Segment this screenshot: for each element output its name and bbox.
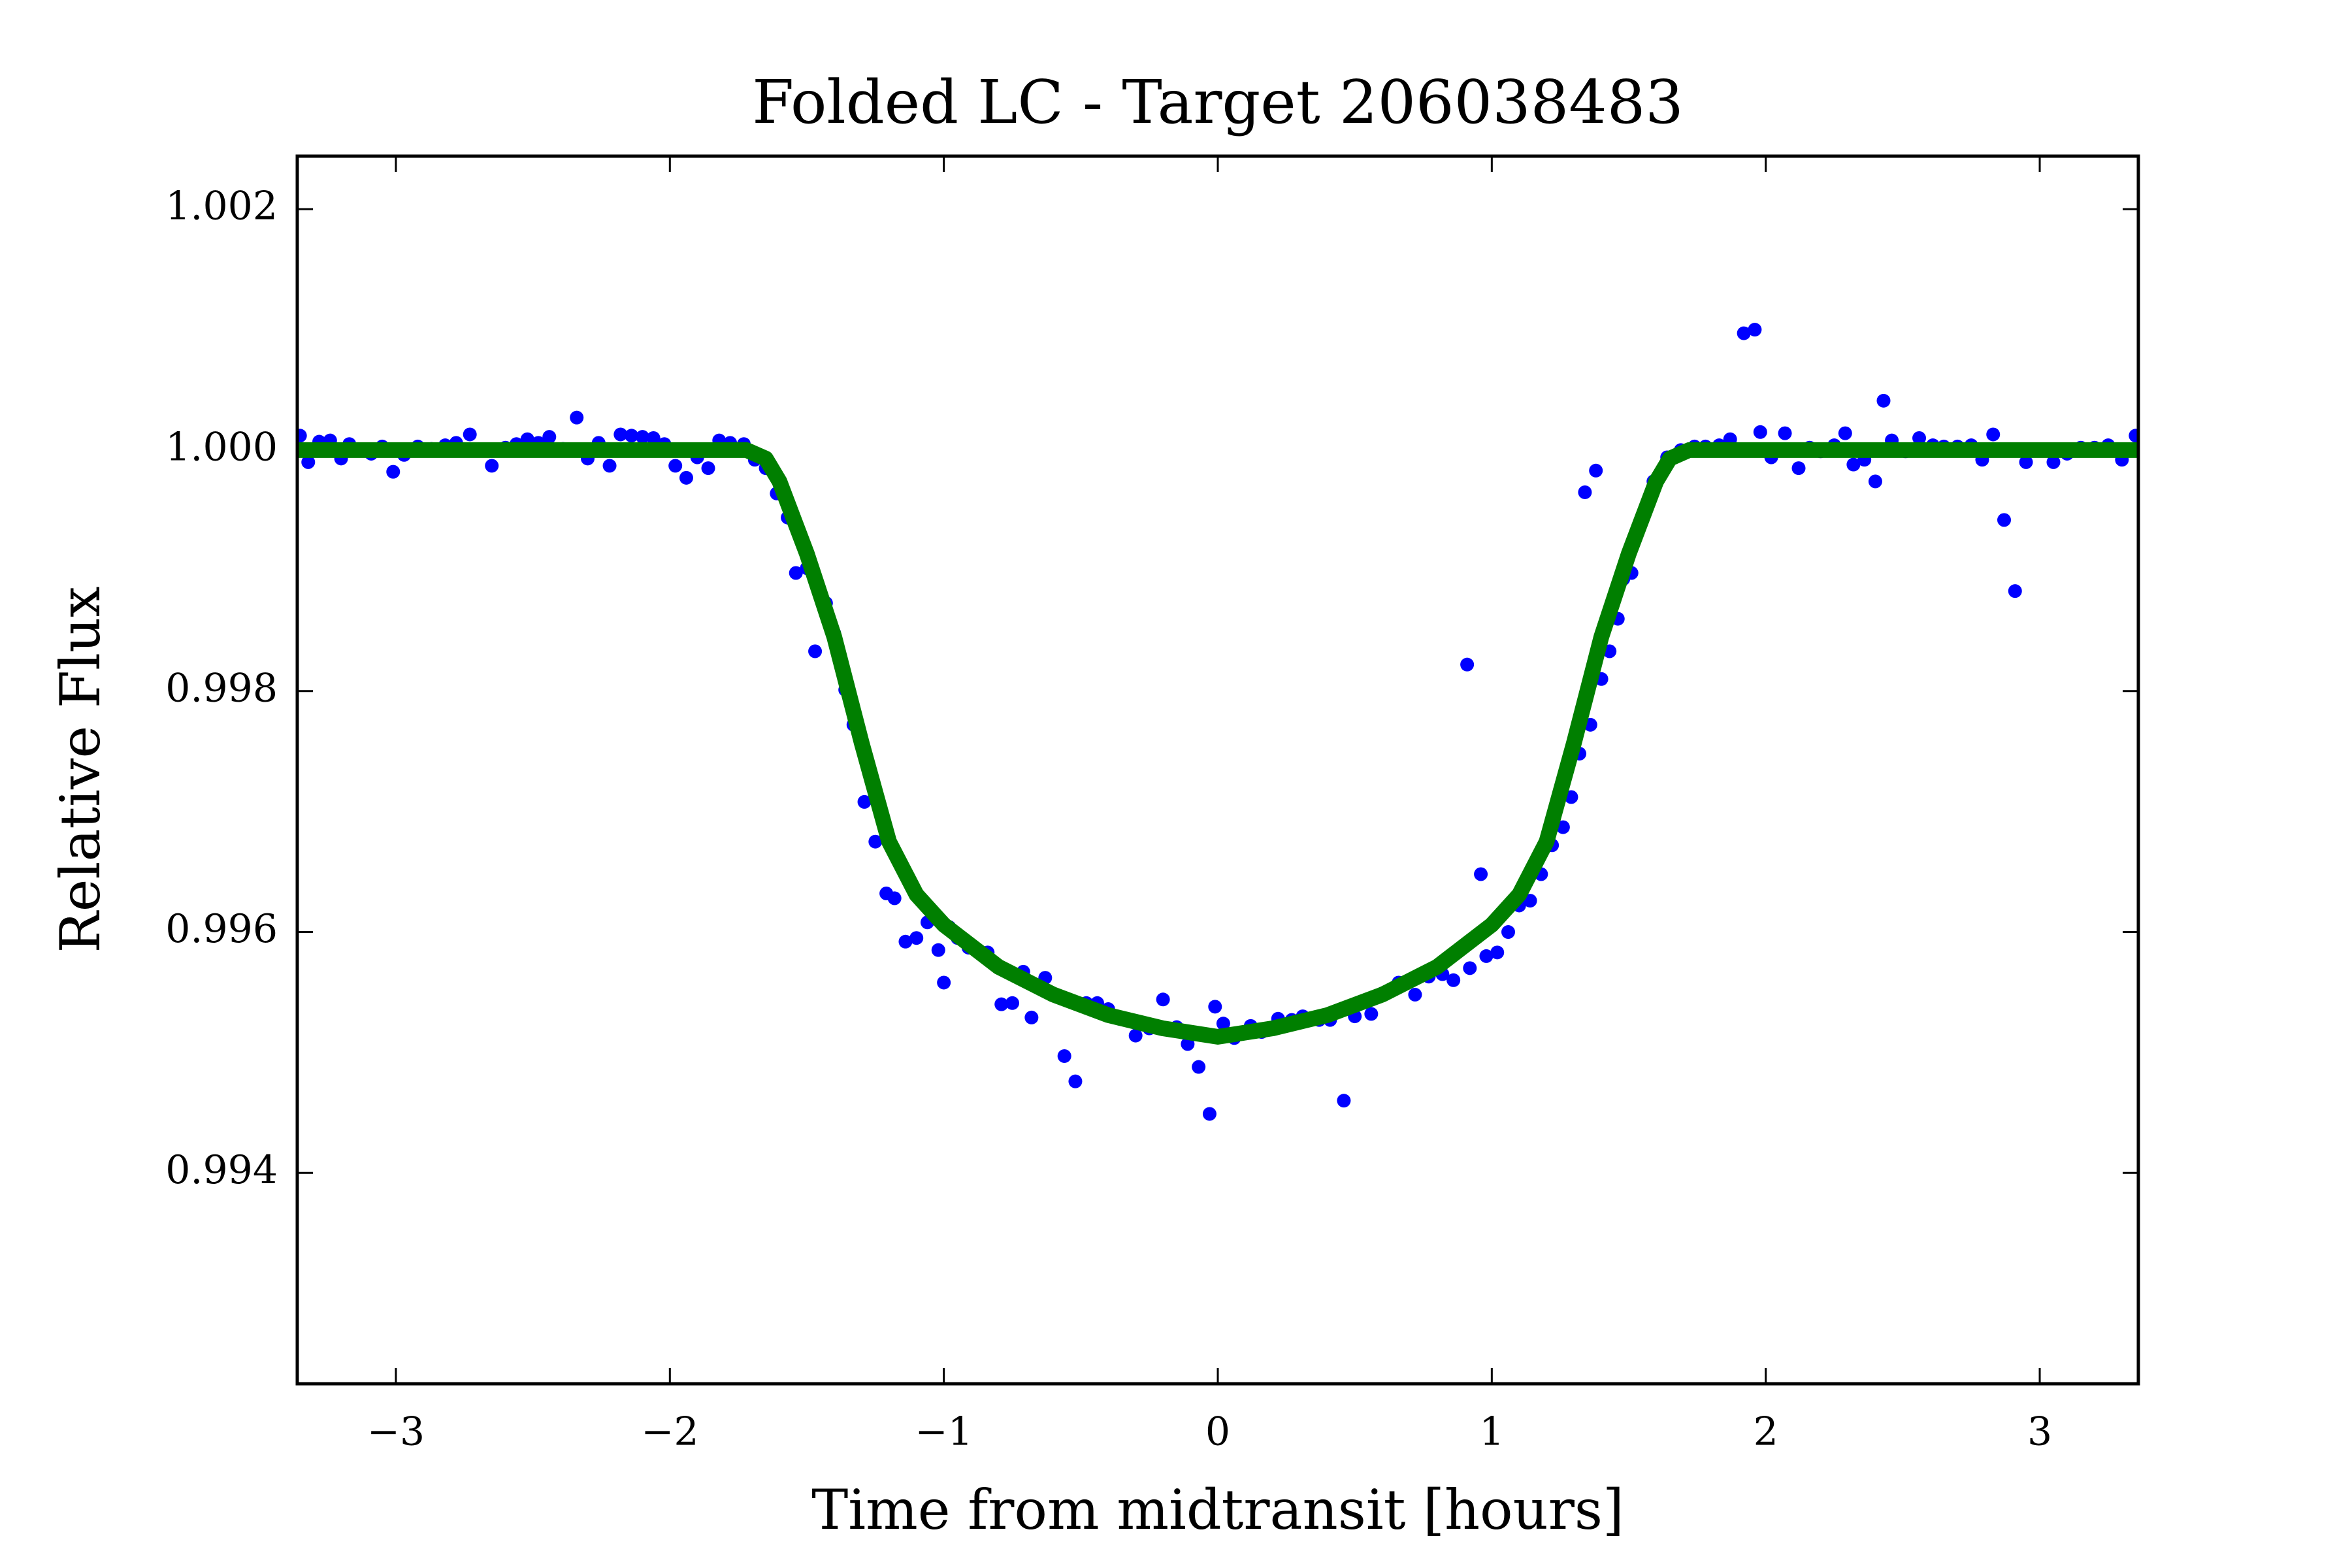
data-point	[1589, 463, 1603, 478]
data-point	[701, 461, 715, 476]
data-point	[1446, 973, 1461, 987]
data-point	[1216, 1017, 1230, 1031]
data-point	[1986, 427, 2001, 442]
data-point	[1408, 987, 1422, 1002]
x-tick-label: 0	[1205, 1409, 1230, 1455]
data-point	[1838, 426, 1852, 440]
data-point	[301, 455, 316, 469]
data-point	[1202, 1107, 1217, 1121]
data-point	[1846, 457, 1861, 472]
data-point	[1997, 513, 2012, 527]
y-axis-label: Relative Flux	[48, 586, 112, 953]
data-point	[1523, 894, 1537, 908]
data-point	[1737, 326, 1751, 340]
data-point	[570, 410, 584, 425]
data-point	[937, 975, 951, 990]
data-point	[386, 465, 400, 479]
data-point	[1364, 1007, 1379, 1021]
data-point	[1912, 431, 1927, 445]
data-point	[1463, 961, 1477, 975]
data-point	[297, 429, 307, 443]
y-tick-label: 1.000	[165, 424, 278, 470]
data-point	[485, 459, 499, 473]
y-tick-label: 0.996	[165, 906, 278, 952]
y-tick-label: 1.002	[165, 184, 278, 229]
x-axis-label: Time from midtransit [hours]	[811, 1478, 1624, 1542]
x-tick-label: 3	[2027, 1409, 2052, 1455]
data-point	[668, 459, 683, 473]
data-point	[1156, 992, 1170, 1007]
data-point	[542, 430, 557, 444]
data-point	[1057, 1049, 1071, 1063]
data-point	[1474, 867, 1488, 881]
data-point	[602, 459, 617, 473]
data-point	[2046, 455, 2061, 469]
x-tick-label: −1	[915, 1409, 972, 1455]
data-point	[1791, 461, 1806, 476]
data-point	[679, 470, 693, 485]
y-tick-label: 0.994	[165, 1147, 278, 1193]
data-point	[635, 430, 649, 444]
x-tick-label: −3	[367, 1409, 425, 1455]
data-point	[857, 794, 872, 809]
chart-title: Folded LC - Target 206038483	[752, 67, 1684, 137]
data-point	[1068, 1074, 1083, 1088]
data-point	[909, 931, 924, 945]
data-point	[931, 943, 945, 957]
data-point	[1490, 945, 1505, 960]
data-point	[1337, 1094, 1351, 1108]
data-point	[1460, 657, 1475, 672]
data-point	[2129, 429, 2138, 443]
data-point	[613, 427, 628, 442]
data-point	[1208, 1000, 1222, 1014]
data-point	[2019, 455, 2033, 469]
data-point	[625, 429, 639, 443]
data-point	[1128, 1028, 1143, 1043]
data-point	[1192, 1060, 1206, 1074]
model-line	[297, 442, 2138, 1045]
x-tick-label: 1	[1479, 1409, 1504, 1455]
data-point	[898, 934, 913, 949]
data-point	[463, 427, 477, 442]
data-point	[2008, 584, 2022, 598]
data-point	[789, 566, 803, 580]
plot-frame	[295, 154, 2140, 1386]
data-point	[1005, 996, 1019, 1010]
data-point	[1501, 925, 1516, 939]
data-point	[994, 997, 1009, 1011]
data-point	[1024, 1010, 1039, 1024]
x-tick-label: 2	[1754, 1409, 1778, 1455]
data-point	[868, 834, 883, 849]
data-point	[1578, 485, 1592, 499]
data-point	[887, 891, 902, 906]
data-point	[1748, 323, 1762, 337]
data-point	[1778, 426, 1792, 440]
data-point	[1876, 393, 1891, 408]
x-tick-label: −2	[641, 1409, 698, 1455]
data-point	[1753, 425, 1767, 439]
data-point	[1479, 949, 1494, 963]
y-tick-label: 0.998	[165, 665, 278, 711]
data-point	[1868, 474, 1882, 489]
data-point	[646, 431, 661, 445]
data-point	[808, 644, 823, 659]
